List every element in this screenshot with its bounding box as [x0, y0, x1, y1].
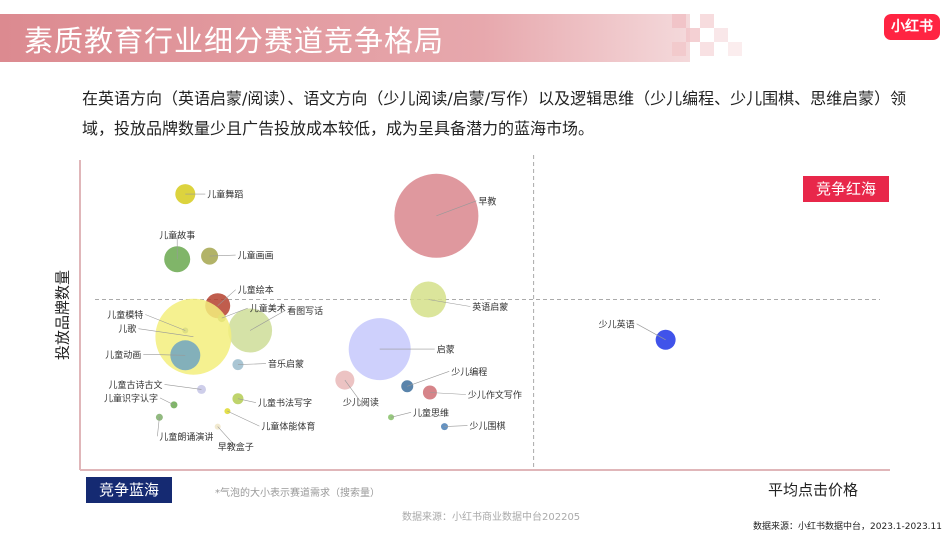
bubble-label: 儿童故事	[159, 230, 195, 242]
bubble-label: 儿童模特	[107, 309, 143, 321]
page-title: 素质教育行业细分赛道竞争格局	[24, 24, 445, 58]
leader-line	[237, 363, 266, 365]
bubble-label: 少儿阅读	[343, 397, 379, 409]
bubble-label: 音乐启蒙	[268, 358, 304, 370]
leader-line	[159, 397, 175, 406]
decor-square	[714, 28, 728, 42]
decor-square	[700, 14, 714, 28]
leader-line	[429, 392, 466, 395]
bubble-label: 儿童美术	[250, 303, 286, 315]
bubble-label: 早教	[478, 195, 496, 207]
bubble-label: 儿童识字认字	[104, 392, 158, 404]
title-band	[0, 14, 690, 62]
bubble-label: 儿童朗诵演讲	[159, 431, 213, 443]
source-inner: 数据来源：小红书商业数据中台202205	[402, 512, 581, 523]
leader-line	[390, 412, 412, 418]
quadrant-label-red-ocean: 竞争红海	[803, 176, 889, 202]
bubble-label: 儿童绘本	[238, 284, 274, 296]
decor-square	[728, 42, 742, 56]
decor-square	[672, 14, 686, 28]
leader-line	[344, 379, 362, 403]
leader-line	[444, 425, 468, 427]
bubble-label: 少儿作文写作	[468, 389, 522, 401]
bubble-label: 英语启蒙	[472, 301, 508, 313]
leader-line	[157, 417, 160, 437]
quadrant-label-blue-ocean: 竞争蓝海	[86, 477, 172, 503]
bubble-label: 启蒙	[437, 344, 455, 356]
decor-square	[672, 42, 686, 56]
x-axis-label: 平均点击价格	[768, 481, 859, 499]
bubble-size-note: *气泡的大小表示赛道需求（搜索量）	[215, 488, 380, 499]
leader-line	[249, 310, 286, 331]
leader-line	[209, 254, 236, 257]
leader-line	[428, 299, 471, 307]
leader-line	[217, 426, 236, 447]
bubble-label: 少儿围棋	[470, 420, 506, 432]
leader-line	[138, 328, 194, 337]
leader-line	[227, 410, 260, 427]
leader-line	[145, 314, 186, 331]
bubble-label: 少儿编程	[451, 366, 487, 378]
leader-line	[436, 200, 477, 217]
bubble-label: 儿童思维	[413, 407, 449, 419]
source-outer: 数据来源：小红书数据中台，2023.1-2023.11	[753, 522, 942, 532]
bubble-label: 儿童画画	[238, 250, 274, 262]
leader-line	[143, 354, 186, 356]
leader-line	[217, 289, 236, 306]
leader-line	[636, 323, 666, 341]
bubble-label: 儿童体能体育	[261, 421, 315, 433]
brand-logo: 小红书	[884, 14, 940, 40]
leader-line	[221, 307, 248, 319]
description-text: 在英语方向（英语启蒙/阅读）、语文方向（少儿阅读/启蒙/写作）以及逻辑思维（少儿…	[82, 89, 907, 138]
bubble-label: 儿童动画	[105, 349, 141, 361]
decor-square	[700, 42, 714, 56]
leader-line	[237, 398, 257, 403]
bubble-label: 看图写话	[287, 305, 323, 317]
decor-square	[686, 28, 700, 42]
bubble-label: 儿歌	[118, 323, 136, 335]
bubble-label: 儿童舞蹈	[207, 189, 243, 201]
leader-line	[407, 371, 450, 387]
bubble-label: 儿童古诗古文	[108, 379, 162, 391]
bubble-label: 早教盒子	[218, 441, 254, 453]
bubble-label: 少儿英语	[599, 318, 635, 330]
leader-line	[164, 384, 202, 390]
bubble-label: 儿童书法写字	[258, 397, 312, 409]
y-axis-label: 投放品牌数量	[53, 269, 72, 361]
